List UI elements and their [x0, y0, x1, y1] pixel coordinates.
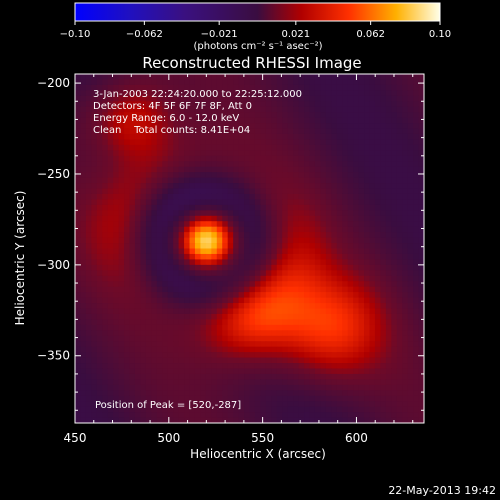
- heatmap-image: [75, 74, 425, 424]
- colorbar-tick-label: −0.062: [126, 29, 163, 40]
- colorbar-ticks: −0.10 −0.062 −0.021 0.021 0.062 0.10: [60, 21, 451, 40]
- colorbar-tick-label: 0.021: [282, 29, 311, 40]
- colorbar: [74, 2, 441, 22]
- x-axis-label: Heliocentric X (arcsec): [190, 447, 326, 461]
- annotation-counts: Clean Total counts: 8.41E+04: [93, 125, 250, 136]
- y-tick-label: −300: [37, 258, 70, 272]
- x-tick-label: 450: [64, 431, 87, 445]
- x-tick-label: 550: [251, 431, 274, 445]
- y-tick-label: −250: [37, 167, 70, 181]
- peak-position-label: Position of Peak = [520,-287]: [95, 400, 241, 411]
- colorbar-tick-label: 0.062: [356, 29, 385, 40]
- colorbar-tick-label: 0.10: [429, 29, 451, 40]
- annotation-block: 3-Jan-2003 22:24:20.000 to 22:25:12.000 …: [93, 89, 302, 136]
- colorbar-units-label: (photons cm⁻² s⁻¹ asec⁻²): [193, 41, 322, 52]
- annotation-time-range: 3-Jan-2003 22:24:20.000 to 22:25:12.000: [93, 89, 302, 100]
- colorbar-tick-label: −0.021: [201, 29, 238, 40]
- y-axis: −200 −250 −300 −350: [37, 76, 424, 411]
- plot-frame: [74, 73, 425, 424]
- annotation-energy-range: Energy Range: 6.0 - 12.0 keV: [93, 113, 239, 124]
- y-tick-label: −200: [37, 76, 70, 90]
- colorbar-tick-label: −0.10: [60, 29, 91, 40]
- x-axis: 450 500 550 600: [64, 74, 414, 445]
- x-tick-label: 600: [345, 431, 368, 445]
- timestamp: 22-May-2013 19:42: [388, 484, 496, 497]
- annotation-detectors: Detectors: 4F 5F 6F 7F 8F, Att 0: [93, 101, 252, 112]
- y-tick-label: −350: [37, 349, 70, 363]
- y-axis-label: Heliocentric Y (arcsec): [13, 191, 27, 326]
- chart-title: Reconstructed RHESSI Image: [142, 54, 361, 72]
- x-tick-label: 500: [157, 431, 180, 445]
